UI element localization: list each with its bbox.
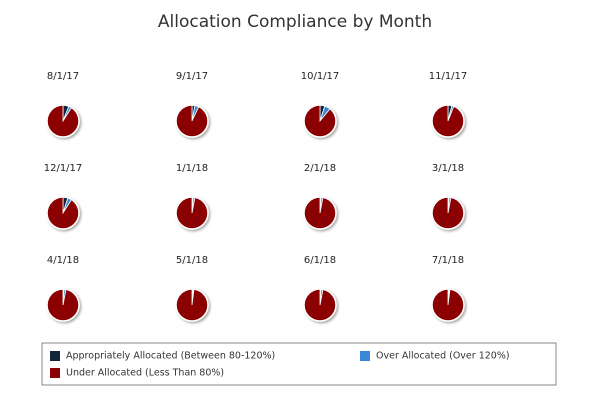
pie-border — [46, 196, 80, 230]
pie — [175, 288, 209, 322]
pie — [303, 288, 337, 322]
pie-border — [431, 104, 465, 138]
pie-border — [303, 104, 337, 138]
pie-label: 7/1/18 — [432, 255, 464, 266]
legend-swatch — [50, 351, 60, 361]
pie — [175, 196, 209, 230]
chart-title: Allocation Compliance by Month — [158, 12, 432, 32]
legend-box — [41, 342, 557, 386]
pie-border — [303, 196, 337, 230]
pie-label: 1/1/18 — [176, 163, 208, 174]
pie-label: 8/1/17 — [47, 71, 79, 82]
pie-label: 10/1/17 — [301, 71, 340, 82]
legend-swatch — [360, 351, 370, 361]
pie-label: 3/1/18 — [432, 163, 464, 174]
legend-swatch — [50, 368, 60, 378]
pie — [46, 196, 80, 230]
pie-label: 9/1/17 — [176, 71, 208, 82]
pie — [303, 104, 337, 138]
pie-label: 11/1/17 — [429, 71, 468, 82]
pie-label: 5/1/18 — [176, 255, 208, 266]
pie-label: 2/1/18 — [304, 163, 336, 174]
pie-border — [303, 288, 337, 322]
pie-border — [46, 104, 80, 138]
pie-label: 6/1/18 — [304, 255, 336, 266]
pie-border — [175, 196, 209, 230]
pie — [303, 196, 337, 230]
pie-border — [175, 104, 209, 138]
pie-label: 12/1/17 — [44, 163, 83, 174]
pie — [431, 104, 465, 138]
pie-border — [431, 196, 465, 230]
legend-label: Over Allocated (Over 120%) — [376, 351, 510, 362]
pie-border — [175, 288, 209, 322]
pie-border — [46, 288, 80, 322]
legend-label: Under Allocated (Less Than 80%) — [66, 368, 224, 379]
pie — [431, 196, 465, 230]
pie — [46, 288, 80, 322]
pie — [46, 104, 80, 138]
pie — [175, 104, 209, 138]
pie-label: 4/1/18 — [47, 255, 79, 266]
pie-border — [431, 288, 465, 322]
pie — [431, 288, 465, 322]
legend-label: Appropriately Allocated (Between 80-120%… — [66, 351, 275, 362]
